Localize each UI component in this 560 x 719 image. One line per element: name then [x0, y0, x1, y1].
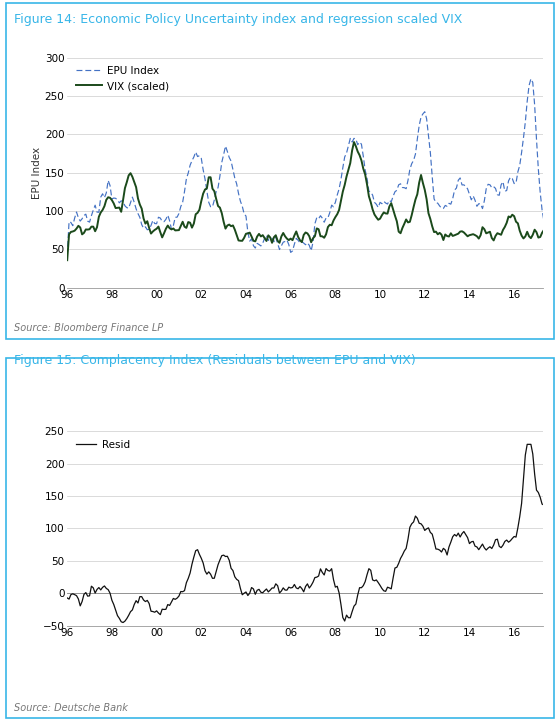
VIX (scaled): [192, 210, 199, 219]
Resid: [540, 500, 547, 509]
EPU Index: [64, 252, 71, 260]
Legend: Resid: Resid: [72, 436, 133, 453]
Resid: [263, 585, 270, 593]
VIX (scaled): [262, 234, 268, 242]
EPU Index: [315, 214, 322, 223]
Text: Figure 15: Complacency Index (Residuals between EPU and VIX): Figure 15: Complacency Index (Residuals …: [14, 354, 416, 367]
Y-axis label: EPU Index: EPU Index: [32, 147, 42, 198]
EPU Index: [319, 214, 326, 222]
Resid: [194, 545, 201, 554]
Resid: [64, 594, 71, 603]
Resid: [524, 440, 530, 449]
Line: EPU Index: EPU Index: [67, 79, 544, 256]
Line: Resid: Resid: [67, 444, 544, 623]
Resid: [120, 618, 127, 627]
Text: Source: Bloomberg Finance LP: Source: Bloomberg Finance LP: [14, 323, 163, 333]
Resid: [317, 564, 324, 573]
VIX (scaled): [540, 226, 547, 234]
EPU Index: [262, 234, 268, 242]
Text: Figure 14: Economic Policy Uncertainty index and regression scaled VIX: Figure 14: Economic Policy Uncertainty i…: [14, 13, 463, 26]
EPU Index: [112, 194, 119, 203]
VIX (scaled): [217, 203, 223, 212]
Resid: [112, 605, 119, 614]
VIX (scaled): [64, 256, 71, 265]
Text: Source: Deutsche Bank: Source: Deutsche Bank: [14, 703, 128, 713]
EPU Index: [217, 172, 223, 180]
VIX (scaled): [112, 203, 119, 212]
Line: VIX (scaled): VIX (scaled): [67, 142, 544, 260]
VIX (scaled): [351, 138, 357, 147]
Resid: [321, 571, 328, 580]
EPU Index: [528, 75, 534, 83]
Legend: EPU Index, VIX (scaled): EPU Index, VIX (scaled): [72, 63, 172, 94]
EPU Index: [192, 147, 199, 156]
VIX (scaled): [315, 225, 322, 234]
VIX (scaled): [319, 232, 326, 241]
Resid: [218, 551, 225, 560]
EPU Index: [540, 216, 547, 225]
